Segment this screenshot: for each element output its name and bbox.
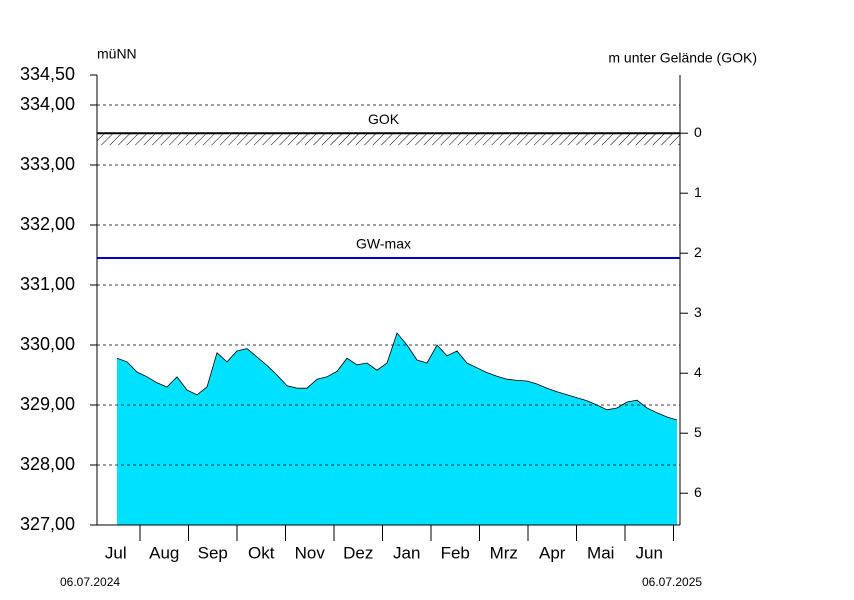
y-tick-label: 329,00 [20, 394, 75, 414]
y-tick-label: 334,00 [20, 94, 75, 114]
start-date: 06.07.2024 [60, 575, 120, 589]
x-tick-label: Nov [295, 543, 326, 562]
x-tick-label: Okt [248, 543, 275, 562]
x-tick-label: Jul [105, 543, 127, 562]
area [117, 333, 677, 525]
x-tick-label: Sep [198, 543, 228, 562]
x-tick-label: Jun [636, 543, 663, 562]
y2-tick-label: 2 [694, 244, 702, 260]
y-tick-label: 332,00 [20, 214, 75, 234]
area-outline [116, 332, 678, 421]
reference-label: GOK [368, 111, 400, 127]
x-tick-label: Aug [149, 543, 179, 562]
y2-tick-label: 1 [694, 184, 702, 200]
y2-tick-label: 6 [694, 484, 702, 500]
ground-hatch [97, 133, 680, 146]
reference-label: GW-max [356, 236, 411, 252]
y2-tick-label: 5 [694, 424, 702, 440]
y-axis-label: müNN [97, 46, 137, 62]
y-tick-label: 334,50 [20, 64, 75, 84]
y-tick-label: 330,00 [20, 334, 75, 354]
y2-tick-label: 4 [694, 364, 702, 380]
y2-axis-label: m unter Gelände (GOK) [608, 50, 757, 66]
x-tick-label: Dez [343, 543, 373, 562]
y-tick-label: 331,00 [20, 274, 75, 294]
x-tick-label: Feb [441, 543, 470, 562]
y-tick-label: 328,00 [20, 454, 75, 474]
y2-tick-label: 0 [694, 124, 702, 140]
y2-tick-label: 3 [694, 304, 702, 320]
x-tick-label: Jan [393, 543, 420, 562]
end-date: 06.07.2025 [642, 575, 702, 589]
y-tick-label: 333,00 [20, 154, 75, 174]
x-tick-label: Mai [587, 543, 614, 562]
y-tick-label: 327,00 [20, 514, 75, 534]
x-tick-label: Apr [539, 543, 566, 562]
x-tick-label: Mrz [490, 543, 518, 562]
